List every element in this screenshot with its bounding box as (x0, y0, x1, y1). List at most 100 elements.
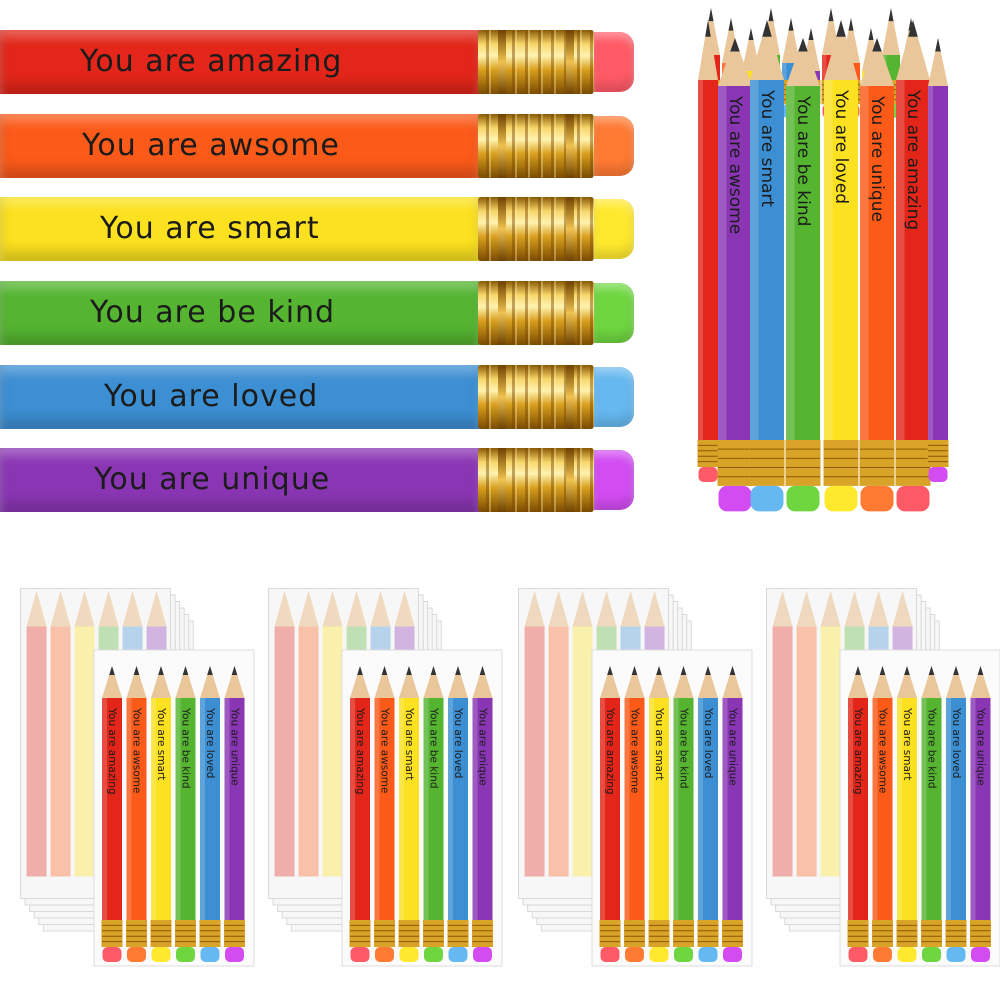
pencil-body (224, 698, 245, 920)
pencil-body (970, 698, 991, 920)
pencil-slogan: You are be kind (90, 295, 336, 330)
pencil-ferrule (447, 920, 469, 947)
pencil-highlight (782, 63, 787, 80)
pencil-highlight (175, 698, 181, 920)
pencil-wood-tip (423, 666, 444, 698)
pencil-lead (855, 666, 861, 675)
pencil-body (399, 698, 419, 920)
pencil-eraser (592, 32, 634, 92)
pencil-pack: You are amazing You are awsome You are sma… (766, 588, 1000, 967)
pencil-eraser (399, 947, 419, 962)
sleeve-pencil-tip (26, 590, 47, 627)
pencil-eraser (946, 947, 966, 962)
pencil-lead (730, 38, 740, 52)
pencil-slogan: You are unique (229, 707, 241, 786)
pencil-ferrule (921, 920, 942, 947)
pencil-eraser (873, 947, 892, 962)
pencil-eraser (897, 947, 917, 962)
pencil-ferrule (398, 920, 420, 947)
pencil-body (200, 698, 220, 920)
pencil-slogan: You are unique (94, 462, 331, 497)
pack-front: You are amazing You are awsome You are sma… (591, 649, 753, 967)
pencil-ferrule (847, 920, 869, 947)
pencil-ferrule (717, 440, 753, 486)
sleeve-pencil-tip (644, 590, 665, 627)
pencil-lead (133, 666, 140, 675)
sleeve-pencil-tip (50, 590, 71, 627)
pencil-body: You are be kind (0, 281, 480, 345)
pencil-pack: You are amazing You are awsome You are sma… (518, 588, 753, 967)
pencil-body (472, 698, 493, 920)
pencil-ferrule (478, 281, 594, 345)
pencil-wood-tip (374, 666, 395, 698)
pencil-lead (656, 666, 662, 675)
pencil-slogan: You are loved (831, 89, 851, 204)
pack-pencil: You are unique (224, 666, 245, 962)
pencil-wood-tip (882, 8, 900, 55)
pencil-eraser (625, 947, 644, 962)
pencil-lead (631, 666, 638, 675)
pencil-body (722, 698, 743, 920)
pencil-wood-tip (224, 666, 245, 698)
pencil-slogan: You are loved (950, 707, 962, 778)
sleeve-pencil-tip (548, 590, 569, 627)
pencil-lead (231, 666, 238, 675)
sleeve-pencil-tip (844, 590, 865, 627)
pencil-slogan: You are smart (100, 211, 320, 246)
pencil-wood-tip (928, 38, 948, 86)
sleeve-pencil-tip (370, 590, 391, 627)
pack-pencil: You are be kind (423, 666, 444, 962)
pencil-slogan: You are loved (702, 707, 714, 778)
pencil-lead (406, 666, 412, 675)
pencil-lead (836, 20, 846, 37)
sleeve-pencil-tip (394, 590, 415, 627)
pencil-lead (888, 8, 894, 22)
pencil-wood-tip (600, 666, 620, 698)
pencil-body (718, 86, 752, 440)
pencil-highlight (399, 698, 404, 920)
pencil-eraser (600, 947, 620, 962)
pencil-wood-tip (970, 666, 991, 698)
pencil-wood-tip (624, 666, 645, 698)
pack-pencil: You are loved (697, 666, 719, 962)
pencil-wood-tip (897, 666, 917, 698)
horizontal-pencil: You are be kind (0, 281, 636, 345)
pencil-highlight (200, 698, 205, 920)
pencil-body (786, 86, 820, 440)
pack-pencil: You are loved (199, 666, 221, 962)
pencil-highlight (824, 80, 833, 440)
pencil-wood-tip (848, 666, 868, 698)
pencil-wood-tip (350, 666, 370, 698)
pack-pencil: You are smart (896, 666, 918, 962)
bundle-pencil (697, 20, 719, 482)
sleeve-pencil-tip (796, 590, 817, 627)
pencil-ferrule (599, 920, 621, 947)
pencil-body (698, 698, 718, 920)
pencil-ferrule (624, 920, 645, 947)
pencil-lead (680, 666, 687, 675)
pencil-ferrule (970, 920, 991, 947)
pencil-body (928, 86, 948, 440)
pencil-wood-tip (448, 666, 468, 698)
pack-pencil: You are awsome (126, 666, 147, 962)
pencil-eraser (860, 485, 894, 512)
horizontal-pencil: You are smart (0, 197, 636, 261)
pencil-eraser (592, 367, 634, 427)
pencil-eraser (375, 947, 394, 962)
pencil-highlight (126, 698, 132, 920)
pencil-lead (705, 20, 711, 37)
pencil-slogan: You are amazing (604, 707, 616, 795)
bundle-pencil: You are be kind (785, 38, 821, 512)
pencil-wood-tip (649, 666, 669, 698)
pencil-lead (762, 20, 772, 37)
pencil-body (151, 698, 171, 920)
pencil-body: You are unique (0, 448, 480, 512)
pencil-body (102, 698, 122, 920)
pack-front: You are amazing You are awsome You are sma… (839, 649, 1000, 967)
pencil-slogan: You are amazing (80, 44, 343, 79)
pencil-lead (872, 38, 882, 52)
sleeve-pencil-tip (346, 590, 367, 627)
pencil-wood-tip (824, 20, 858, 80)
pencil-eraser (151, 947, 171, 962)
pencil-wood-tip (399, 666, 419, 698)
